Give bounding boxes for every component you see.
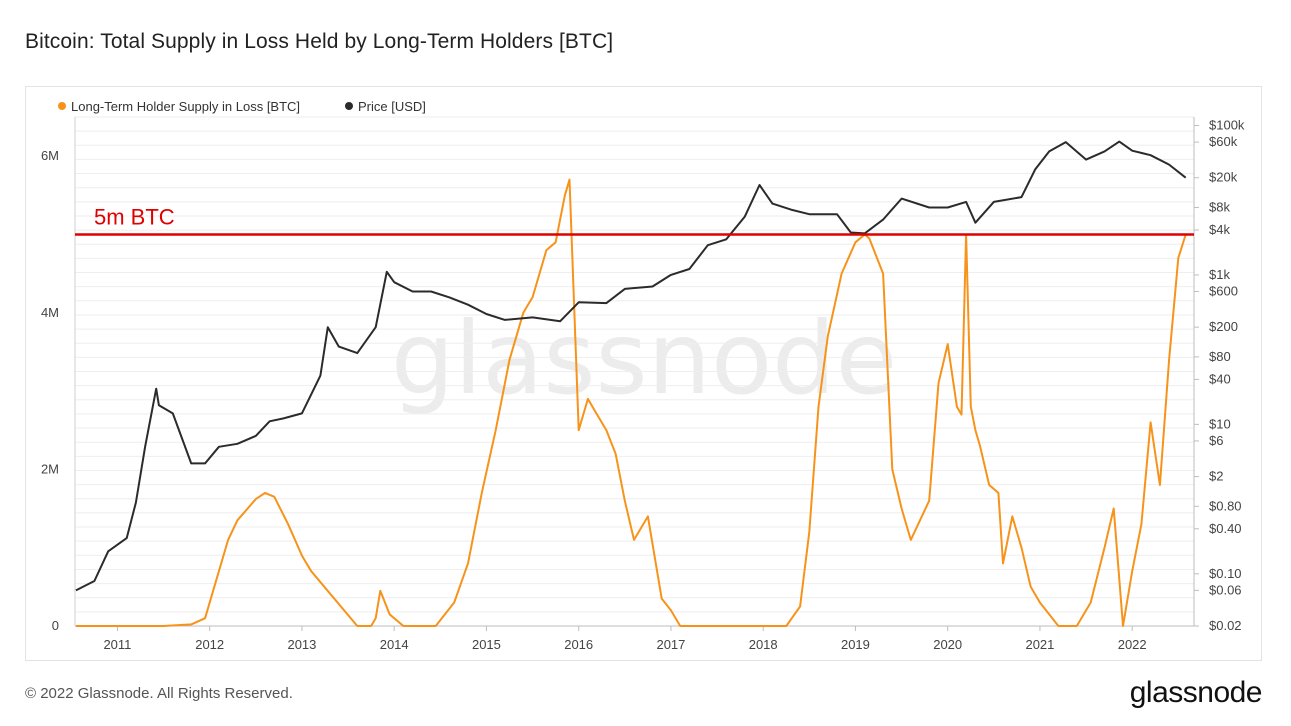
- x-tick-label: 2014: [380, 637, 409, 652]
- x-tick-label: 2017: [656, 637, 685, 652]
- legend-label-supply: Long-Term Holder Supply in Loss [BTC]: [71, 99, 300, 114]
- x-tick-label: 2018: [749, 637, 778, 652]
- x-tick-label: 2012: [195, 637, 224, 652]
- right-tick-label: $10: [1209, 416, 1231, 431]
- x-tick-label: 2016: [564, 637, 593, 652]
- right-tick-label: $100k: [1209, 118, 1245, 133]
- legend-marker-supply: [58, 102, 66, 110]
- left-axis-ticks: 0 2M 4M 6M: [41, 148, 59, 633]
- right-tick-label: $0.06: [1209, 582, 1242, 597]
- right-tick-label: $40: [1209, 371, 1231, 386]
- chart-panel: glassnode Long-Term Holder Supply in Los…: [25, 86, 1262, 661]
- x-tick-label: 2022: [1118, 637, 1147, 652]
- right-tick-label: $60k: [1209, 134, 1238, 149]
- right-axis-ticks: $100k$60k $20k $8k $4k $1k $600 $200 $80 $40 $10 $…: [1194, 118, 1245, 633]
- right-tick-label: $80: [1209, 349, 1231, 364]
- right-tick-label: $0.80: [1209, 498, 1242, 513]
- x-tick-label: 2015: [472, 637, 501, 652]
- x-tick-label: 2019: [841, 637, 870, 652]
- series-lines: [75, 140, 1187, 627]
- right-tick-label: $200: [1209, 319, 1238, 334]
- copyright-footer: © 2022 Glassnode. All Rights Reserved.: [25, 685, 293, 702]
- right-tick-label: $0.10: [1209, 566, 1242, 581]
- right-tick-label: $600: [1209, 284, 1238, 299]
- left-tick-label: 2M: [41, 461, 59, 476]
- legend-label-price: Price [USD]: [358, 99, 426, 114]
- right-tick-label: $8k: [1209, 199, 1230, 214]
- right-tick-label: $0.40: [1209, 521, 1242, 536]
- right-tick-label: $4k: [1209, 222, 1230, 237]
- x-tick-label: 2011: [103, 637, 131, 652]
- threshold-annotation: 5m BTC: [75, 204, 1194, 236]
- chart-title: Bitcoin: Total Supply in Loss Held by Lo…: [25, 30, 614, 53]
- left-tick-label: 4M: [41, 305, 59, 320]
- grid-lines: [75, 116, 1194, 627]
- right-tick-label: $0.02: [1209, 618, 1242, 633]
- series-line-price: [75, 140, 1187, 592]
- series-line-lth-supply-in-loss: [75, 178, 1187, 627]
- x-tick-label: 2013: [287, 637, 316, 652]
- chart-svg: glassnode Long-Term Holder Supply in Los…: [41, 99, 1245, 652]
- brand-logo: glassnode: [1129, 676, 1263, 709]
- axes: [74, 117, 1195, 627]
- legend-marker-price: [345, 102, 353, 110]
- watermark: glassnode: [391, 300, 897, 417]
- left-tick-label: 6M: [41, 148, 59, 163]
- right-tick-label: $20k: [1209, 170, 1238, 185]
- right-tick-label: $1k: [1209, 267, 1230, 282]
- right-tick-label: $2: [1209, 469, 1223, 484]
- left-tick-label: 0: [52, 618, 59, 633]
- legend: Long-Term Holder Supply in Loss [BTC] Pr…: [58, 99, 426, 114]
- threshold-label: 5m BTC: [94, 204, 175, 229]
- x-axis-ticks: 2011 2012 2013 2014 2015 2016 2017 2018 2019 2020…: [103, 626, 1147, 652]
- right-tick-label: $6: [1209, 433, 1223, 448]
- x-tick-label: 2021: [1025, 637, 1054, 652]
- x-tick-label: 2020: [933, 637, 962, 652]
